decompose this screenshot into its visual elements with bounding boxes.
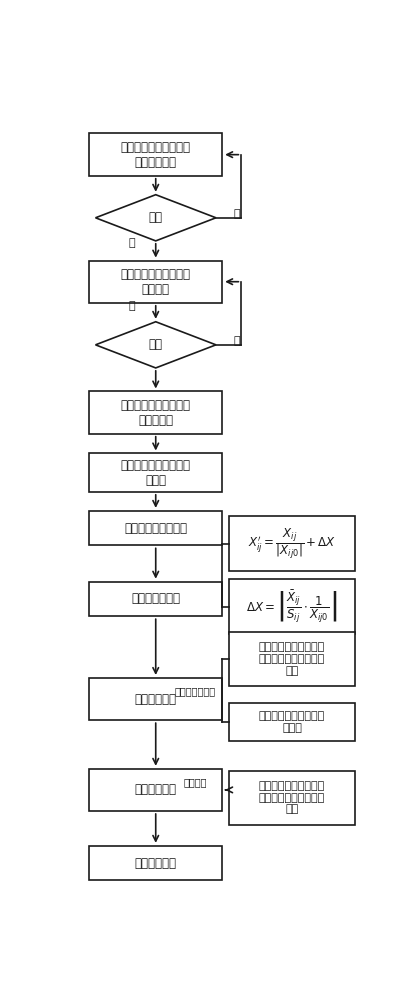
Text: 衡量综合指数的业务层
二级指标筛选: 衡量综合指数的业务层 二级指标筛选 — [121, 141, 191, 169]
Text: 综合修正: 综合修正 — [184, 778, 207, 788]
Bar — [229, 703, 355, 741]
Bar — [89, 846, 222, 880]
Text: 衡量业务层指数的三级
指标筛选: 衡量业务层指数的三级 指标筛选 — [121, 268, 191, 296]
Text: 是: 是 — [129, 301, 135, 311]
Bar — [229, 579, 355, 634]
Text: 通过: 通过 — [149, 211, 163, 224]
Bar — [89, 678, 222, 720]
Text: 计算三级指标值: 计算三级指标值 — [131, 592, 180, 605]
Bar — [229, 771, 355, 825]
Bar — [89, 261, 222, 303]
Bar — [89, 511, 222, 545]
Bar — [229, 632, 355, 686]
Text: 由专家组使用德尔菲法
对二级指标进行重要性
评分: 由专家组使用德尔菲法 对二级指标进行重要性 评分 — [259, 781, 325, 814]
Text: 对筛选指标值进行时间
有序化处理: 对筛选指标值进行时间 有序化处理 — [121, 399, 191, 427]
Text: 通过: 通过 — [149, 338, 163, 351]
Text: 综合指数模型: 综合指数模型 — [135, 857, 177, 870]
Text: 由专家组使用德尔菲法
对三级指标进行重要性
评分: 由专家组使用德尔菲法 对三级指标进行重要性 评分 — [259, 642, 325, 676]
Text: 否: 否 — [234, 336, 240, 346]
Bar — [89, 453, 222, 492]
Bar — [89, 582, 222, 616]
Bar — [89, 133, 222, 176]
Text: 否: 否 — [234, 209, 240, 219]
Bar — [229, 516, 355, 571]
Bar — [89, 391, 222, 434]
Text: 计算二级指数: 计算二级指数 — [135, 693, 177, 706]
Text: 是: 是 — [129, 238, 135, 248]
Text: 计算一级指数: 计算一级指数 — [135, 783, 177, 796]
Text: 主客观结合修正: 主客观结合修正 — [175, 686, 216, 696]
Polygon shape — [96, 195, 216, 241]
Polygon shape — [96, 322, 216, 368]
Text: $\Delta X = \left|\dfrac{\bar{X}_{ij}}{S_{ij}} \cdot \dfrac{1}{X_{ij0}}\right|$: $\Delta X = \left|\dfrac{\bar{X}_{ij}}{S… — [246, 588, 338, 625]
Bar — [89, 769, 222, 811]
Text: 通过稳定性计算基点: 通过稳定性计算基点 — [124, 522, 187, 535]
Text: 熵值法计算三级指标客
观权重: 熵值法计算三级指标客 观权重 — [259, 711, 325, 733]
Text: 对有序化数据进行标准
化处理: 对有序化数据进行标准 化处理 — [121, 459, 191, 487]
Text: $X_{ij}^{\prime} = \dfrac{X_{ij}}{|X_{ij0}|} + \Delta X$: $X_{ij}^{\prime} = \dfrac{X_{ij}}{|X_{ij… — [248, 526, 336, 561]
